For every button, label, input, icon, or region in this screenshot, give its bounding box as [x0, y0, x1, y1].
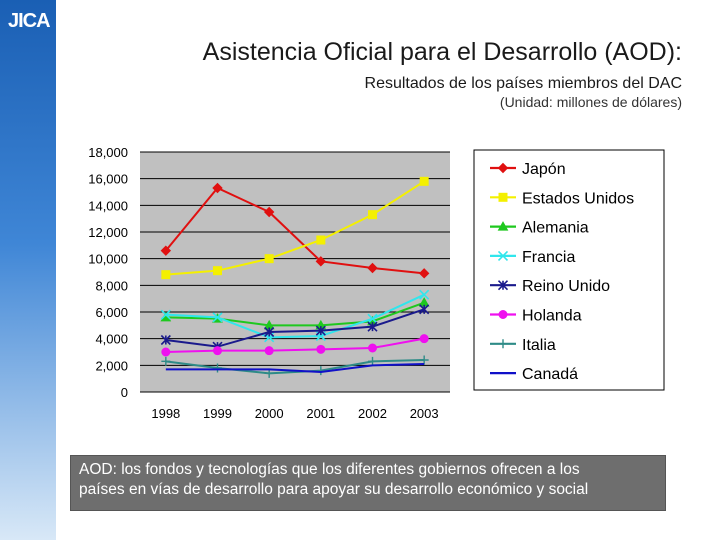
data-point — [212, 312, 223, 323]
data-point — [316, 344, 326, 354]
data-point — [367, 313, 378, 324]
legend-box — [473, 149, 665, 391]
series-line-holanda — [165, 337, 425, 353]
legend-label-japon: Japón — [522, 161, 566, 178]
unit-label: (Unidad: millones de dólares) — [499, 94, 682, 110]
y-tick-label: 2,000 — [95, 358, 128, 373]
data-point — [213, 266, 222, 276]
data-point — [498, 192, 508, 202]
data-point — [419, 176, 429, 186]
series-line-estados-unidos — [165, 180, 425, 276]
series-line-alemania — [165, 301, 425, 327]
y-tick-label: 12,000 — [88, 225, 128, 240]
caption-box: AOD: los fondos y tecnologías que los di… — [70, 455, 666, 511]
legend-label-alemania: Alemania — [522, 220, 589, 237]
x-tick-label: 2002 — [358, 406, 387, 421]
data-point — [161, 347, 171, 357]
x-tick-label: 1998 — [151, 406, 180, 421]
data-point — [419, 304, 430, 315]
data-point — [498, 310, 508, 319]
data-point — [315, 256, 327, 267]
series-line-francia — [165, 293, 425, 339]
legend: Japón Estados Unidos Alemania Francia Reino … — [490, 161, 634, 383]
legend-label-canada: Canadá — [522, 366, 578, 383]
data-point — [497, 250, 509, 261]
series-line-japon — [165, 186, 425, 275]
legend-label-francia: Francia — [522, 249, 575, 266]
x-tick-label: 1999 — [203, 406, 232, 421]
data-point — [161, 270, 171, 280]
series-line-italia — [165, 359, 425, 375]
data-point — [497, 162, 509, 174]
data-point — [264, 326, 275, 338]
data-point — [419, 334, 429, 344]
data-point — [160, 245, 172, 256]
y-tick-label: 14,000 — [88, 198, 128, 213]
data-point — [212, 182, 223, 194]
data-point — [367, 262, 378, 274]
x-axis-ticks: 1998 1999 2000 2001 2002 2003 — [151, 406, 438, 421]
series-group — [160, 176, 430, 378]
legend-label-estados-unidos: Estados Unidos — [522, 190, 634, 207]
y-tick-label: 8,000 — [95, 278, 128, 293]
caption-line-2: países en vías de desarrollo para apoyar… — [79, 481, 589, 498]
data-point — [315, 325, 326, 336]
data-point — [367, 321, 378, 332]
data-point — [497, 221, 509, 231]
y-tick-label: 18,000 — [88, 145, 128, 160]
x-tick-label: 2003 — [410, 406, 439, 421]
y-tick-label: 4,000 — [95, 332, 128, 347]
y-axis-ticks: 0 2,000 4,000 6,000 8,000 10,000 12,000 14,000 1… — [88, 145, 128, 400]
data-point — [368, 343, 377, 353]
gridlines — [140, 151, 450, 393]
y-tick-label: 6,000 — [95, 305, 128, 320]
x-tick-label: 2000 — [255, 406, 284, 421]
data-point — [161, 356, 171, 366]
sidebar-band: JICA — [0, 0, 56, 540]
data-point — [264, 254, 274, 264]
series-line-reino-unido — [165, 308, 425, 348]
page-subtitle: Resultados de los países miembros del DA… — [364, 75, 682, 92]
data-point — [213, 363, 222, 373]
data-point — [418, 268, 430, 279]
aod-line-chart: 0 2,000 4,000 6,000 8,000 10,000 12,000 14,000 1… — [88, 145, 665, 421]
data-point — [497, 280, 509, 291]
series-line-canada — [165, 363, 425, 374]
legend-label-holanda: Holanda — [522, 308, 582, 325]
data-point — [498, 339, 508, 349]
data-point — [316, 235, 326, 245]
data-point — [419, 289, 430, 300]
y-tick-label: 16,000 — [88, 172, 128, 187]
y-tick-label: 10,000 — [88, 252, 128, 267]
data-point — [263, 206, 275, 218]
data-point — [160, 309, 171, 320]
data-point — [368, 210, 377, 220]
y-tick-label: 0 — [121, 385, 128, 400]
page-title: Asistencia Oficial para el Desarrollo (A… — [202, 38, 682, 66]
data-point — [160, 334, 171, 346]
legend-label-italia: Italia — [522, 337, 556, 354]
data-point — [264, 346, 274, 356]
x-tick-label: 2001 — [306, 406, 335, 421]
caption-line-1: AOD: los fondos y tecnologías que los di… — [79, 461, 580, 478]
legend-label-reino-unido: Reino Unido — [522, 278, 610, 295]
data-point — [419, 355, 429, 365]
jica-logo: JICA — [8, 10, 51, 32]
data-point — [213, 346, 222, 356]
